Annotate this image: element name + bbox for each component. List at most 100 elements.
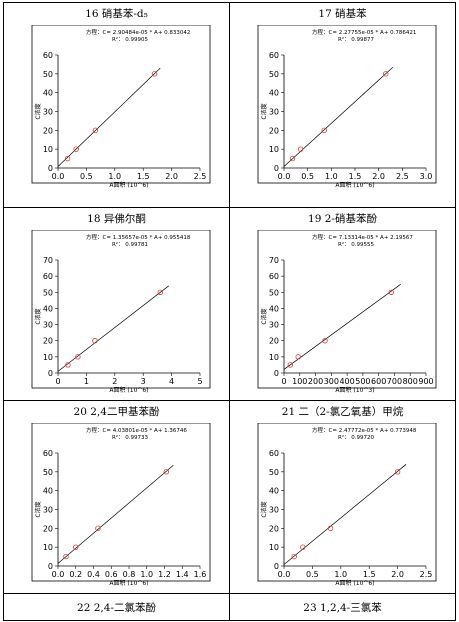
- cell-title: 23 1,2,4-三氯苯: [303, 602, 382, 614]
- equation-label: 方程：C= 7.13314e-05 * A+ 2.19567: [312, 233, 413, 241]
- x-tick-label: 100: [292, 377, 307, 386]
- x-tick-label: 0.8: [123, 570, 136, 579]
- y-tick-label: 0: [274, 369, 279, 378]
- x-axis-label: A面积 (10^6): [335, 579, 374, 587]
- x-tick-label: 800: [403, 377, 418, 386]
- x-tick-label: 0.5: [80, 172, 93, 181]
- y-tick-label: 60: [43, 449, 53, 458]
- r-squared-label: R²： 0.99720: [338, 434, 375, 441]
- y-tick-label: 30: [269, 506, 279, 515]
- y-tick-label: 40: [43, 89, 53, 98]
- x-tick-label: 1.0: [334, 570, 347, 579]
- y-tick-label: 10: [269, 543, 279, 552]
- fit-line: [283, 66, 394, 167]
- y-tick-label: 20: [43, 337, 53, 346]
- data-point: [321, 127, 327, 134]
- equation-label: 方程：C= 1.35657e-05 * A+ 0.955418: [86, 233, 191, 241]
- data-point: [151, 71, 158, 77]
- x-axis-label: A面积 (10^6): [335, 181, 374, 189]
- y-tick-label: 50: [43, 288, 53, 297]
- y-tick-label: 20: [269, 337, 279, 346]
- x-tick-label: 300: [324, 377, 339, 386]
- x-tick-label: 0.0: [52, 172, 65, 181]
- x-tick-label: 1.5: [363, 570, 376, 579]
- x-tick-label: 900: [418, 377, 433, 386]
- table-cell: 22 2,4-二氯苯酚: [4, 594, 230, 621]
- chart-frame: [257, 230, 437, 389]
- data-point: [75, 354, 81, 360]
- y-tick-label: 10: [43, 145, 53, 154]
- y-tick-label: 0: [274, 562, 279, 571]
- x-tick-label: 4: [169, 377, 174, 386]
- fit-line: [283, 283, 401, 370]
- data-point: [73, 146, 79, 152]
- calibration-chart: 方程：C= 1.35657e-05 * A+ 0.955418 R²： 0.997…: [24, 230, 214, 400]
- chart-frame: [257, 25, 437, 184]
- y-tick-label: 40: [269, 487, 279, 496]
- r-squared-label: R²： 0.99877: [338, 36, 375, 43]
- y-tick-label: 0: [48, 369, 53, 378]
- x-tick-label: 3: [141, 377, 146, 386]
- x-tick-label: 0.0: [278, 570, 291, 579]
- x-tick-label: 5: [197, 377, 202, 386]
- data-point: [327, 525, 334, 532]
- x-tick-label: 1.4: [176, 570, 189, 579]
- y-tick-label: 60: [269, 51, 279, 60]
- y-tick-label: 10: [269, 353, 279, 362]
- r-squared-label: R²： 0.99781: [112, 241, 148, 248]
- y-tick-label: 10: [269, 145, 279, 154]
- y-axis-label: C浓度: [260, 308, 268, 324]
- y-tick-label: 20: [43, 126, 53, 135]
- x-tick-label: 1.2: [158, 570, 171, 579]
- data-point: [95, 525, 101, 532]
- x-axis-label: A面积 (10^6): [109, 181, 148, 189]
- x-tick-label: 0.4: [87, 570, 100, 579]
- x-tick-label: 2.5: [396, 172, 409, 181]
- fit-line: [57, 285, 169, 372]
- y-axis-label: C浓度: [34, 308, 42, 324]
- equation-label: 方程：C= 4.03801e-05 * A+ 1.36746: [86, 426, 187, 434]
- y-tick-label: 40: [269, 304, 279, 313]
- x-tick-label: 0.5: [301, 172, 314, 181]
- data-point: [289, 155, 296, 162]
- data-point: [322, 338, 328, 344]
- y-tick-label: 0: [48, 164, 53, 173]
- cell-title: 22 2,4-二氯苯酚: [77, 602, 156, 614]
- y-tick-label: 60: [269, 272, 279, 281]
- y-tick-label: 60: [269, 449, 279, 458]
- x-tick-label: 0: [55, 377, 60, 386]
- y-axis-label: C浓度: [34, 501, 42, 517]
- y-tick-label: 70: [269, 256, 279, 265]
- equation-label: 方程：C= 2.47772e-05 * A+ 0.773948: [312, 426, 417, 434]
- x-tick-label: 700: [387, 377, 402, 386]
- y-tick-label: 30: [269, 108, 279, 117]
- equation-label: 方程：C= 2.90484e-05 * A+ 0.833042: [86, 28, 190, 36]
- table-cell: 23 1,2,4-三氯苯: [230, 594, 456, 621]
- y-tick-label: 50: [269, 70, 279, 79]
- table-cell: 16 硝基苯-d₅ 方程：C= 2.90484e-05 * A+ 0.83304…: [4, 3, 230, 208]
- x-tick-label: 2.0: [372, 172, 385, 181]
- x-tick-label: 2.5: [194, 172, 207, 181]
- x-tick-label: 3.0: [420, 172, 433, 181]
- data-point: [92, 127, 99, 134]
- fit-line: [57, 464, 174, 564]
- calibration-chart: 方程：C= 2.90484e-05 * A+ 0.833042 R²： 0.999…: [24, 25, 214, 195]
- calibration-chart: 方程：C= 4.03801e-05 * A+ 1.36746 R²： 0.9973…: [24, 423, 214, 593]
- x-tick-label: 2.0: [391, 570, 404, 579]
- cell-title: 21 二（2-氯乙氧基）甲烷: [281, 406, 404, 418]
- y-tick-label: 30: [43, 108, 53, 117]
- table-cell: 20 2,4二甲基苯酚 方程：C= 4.03801e-05 * A+ 1.367…: [4, 401, 230, 594]
- y-tick-label: 40: [43, 304, 53, 313]
- table-cell: 18 异佛尔酮 方程：C= 1.35657e-05 * A+ 0.955418 R…: [4, 208, 230, 401]
- calibration-chart: 方程：C= 2.47772e-05 * A+ 0.773948 R²： 0.997…: [250, 423, 440, 593]
- chart-frame: [31, 423, 211, 582]
- data-point: [287, 362, 294, 368]
- y-tick-label: 50: [43, 468, 53, 477]
- calibration-chart: 方程：C= 7.13314e-05 * A+ 2.19567 R²： 0.9955…: [250, 230, 440, 400]
- x-tick-label: 1.0: [140, 570, 153, 579]
- data-point: [163, 469, 169, 475]
